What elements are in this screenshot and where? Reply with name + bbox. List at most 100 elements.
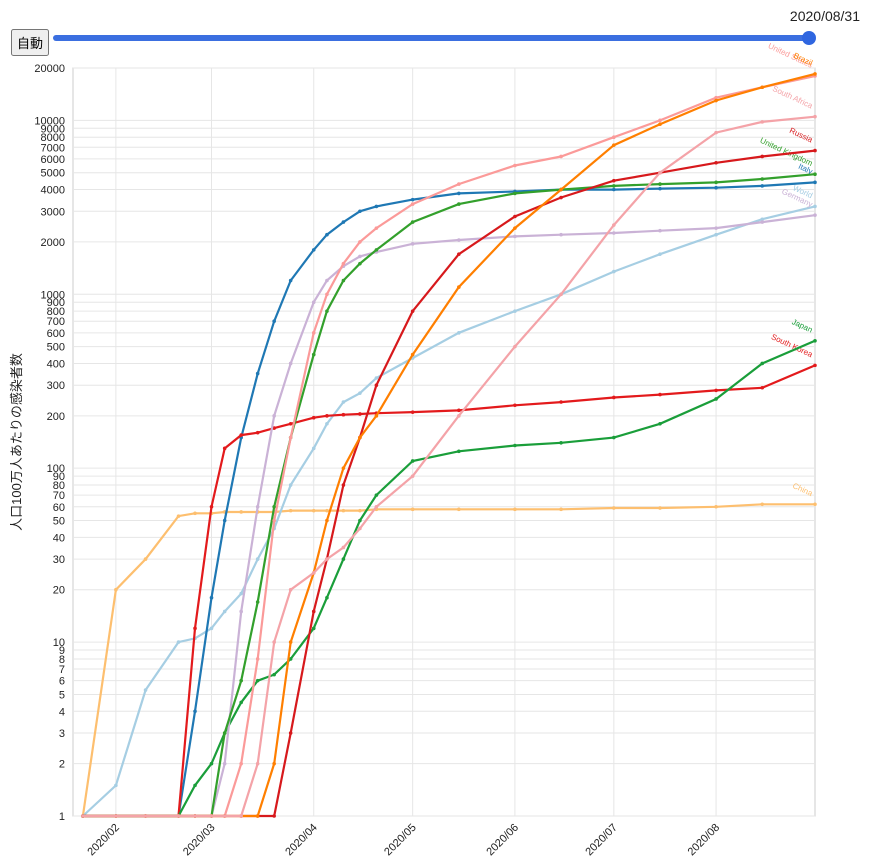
y-tick-label: 70 <box>53 490 65 502</box>
data-point <box>358 412 362 416</box>
data-point <box>311 300 316 305</box>
data-point <box>658 186 662 191</box>
auto-button[interactable]: 自動 <box>11 29 50 56</box>
data-point <box>513 163 517 168</box>
data-point <box>457 238 461 242</box>
data-point <box>457 449 461 454</box>
data-point <box>272 672 276 677</box>
series-label: South Africa <box>771 84 814 111</box>
data-point <box>288 421 293 426</box>
data-point <box>143 557 148 561</box>
data-point <box>612 187 616 192</box>
data-point <box>813 339 817 343</box>
data-point <box>658 182 662 186</box>
data-point <box>457 202 461 206</box>
data-point <box>760 154 765 159</box>
data-point <box>559 154 563 159</box>
data-point <box>255 761 260 766</box>
x-tick-label: 2020/05 <box>382 822 419 859</box>
data-point <box>658 506 662 510</box>
y-tick-label: 10000 <box>34 115 65 127</box>
data-point <box>513 226 517 230</box>
data-point <box>813 172 817 177</box>
y-tick-label: 3000 <box>41 206 65 218</box>
y-axis-label: 人口100万人あたりの感染者数 <box>9 353 24 531</box>
data-point <box>612 435 616 440</box>
data-point <box>239 678 243 683</box>
data-point <box>358 435 362 440</box>
data-point <box>341 545 346 550</box>
data-point <box>272 518 276 523</box>
data-point <box>457 252 461 256</box>
data-point <box>255 600 260 604</box>
data-point <box>714 130 718 135</box>
data-point <box>714 161 718 165</box>
data-point <box>658 122 662 127</box>
data-point <box>410 197 415 202</box>
data-point <box>410 507 415 512</box>
data-point <box>176 814 181 818</box>
data-point <box>325 414 329 418</box>
data-point <box>760 177 765 181</box>
data-point <box>143 814 148 818</box>
y-tick-label: 20 <box>53 585 65 597</box>
data-point <box>143 688 148 692</box>
data-point <box>311 248 316 252</box>
data-point <box>222 761 227 766</box>
data-point <box>325 278 329 283</box>
data-point <box>714 232 718 237</box>
data-point <box>612 223 616 227</box>
y-tick-label: 1 <box>59 811 65 823</box>
y-tick-label: 100 <box>47 463 65 475</box>
data-point <box>209 504 214 509</box>
y-tick-label: 10 <box>53 637 65 649</box>
data-point <box>714 388 718 393</box>
data-point <box>374 493 379 497</box>
y-tick-label: 60 <box>53 502 65 514</box>
data-point <box>341 483 346 487</box>
data-point <box>288 640 293 644</box>
data-point <box>374 383 379 387</box>
data-point <box>513 403 517 408</box>
data-point <box>410 459 415 463</box>
data-point <box>457 191 461 196</box>
y-tick-label: 5 <box>59 689 65 701</box>
series-label: Japan <box>790 317 814 334</box>
data-point <box>311 446 316 451</box>
data-point <box>760 361 765 366</box>
data-point <box>288 435 293 440</box>
y-tick-label: 8000 <box>41 132 65 144</box>
data-point <box>358 261 362 266</box>
data-point <box>457 408 461 413</box>
data-point <box>325 421 329 426</box>
data-point <box>813 72 817 76</box>
data-point <box>760 120 765 124</box>
data-point <box>239 433 243 437</box>
data-point <box>239 700 243 705</box>
data-point <box>288 483 293 487</box>
data-point <box>209 814 214 818</box>
data-point <box>341 400 346 404</box>
data-point <box>255 814 260 818</box>
data-point <box>410 242 415 246</box>
data-point <box>341 557 346 561</box>
data-point <box>714 504 718 509</box>
data-point <box>813 502 817 507</box>
slider-thumb[interactable] <box>802 31 816 45</box>
data-point <box>311 352 316 357</box>
data-point <box>813 213 817 217</box>
date-label: 2020/08/31 <box>790 8 860 24</box>
y-tick-label: 80 <box>53 480 65 492</box>
data-point <box>714 397 718 401</box>
data-point <box>410 352 415 357</box>
data-point <box>612 395 616 400</box>
data-point <box>513 234 517 239</box>
data-point <box>222 446 227 451</box>
data-point <box>325 508 329 513</box>
data-point <box>410 202 415 206</box>
data-point <box>288 657 293 661</box>
data-point <box>612 178 616 183</box>
data-point <box>714 180 718 185</box>
data-point <box>176 640 181 644</box>
